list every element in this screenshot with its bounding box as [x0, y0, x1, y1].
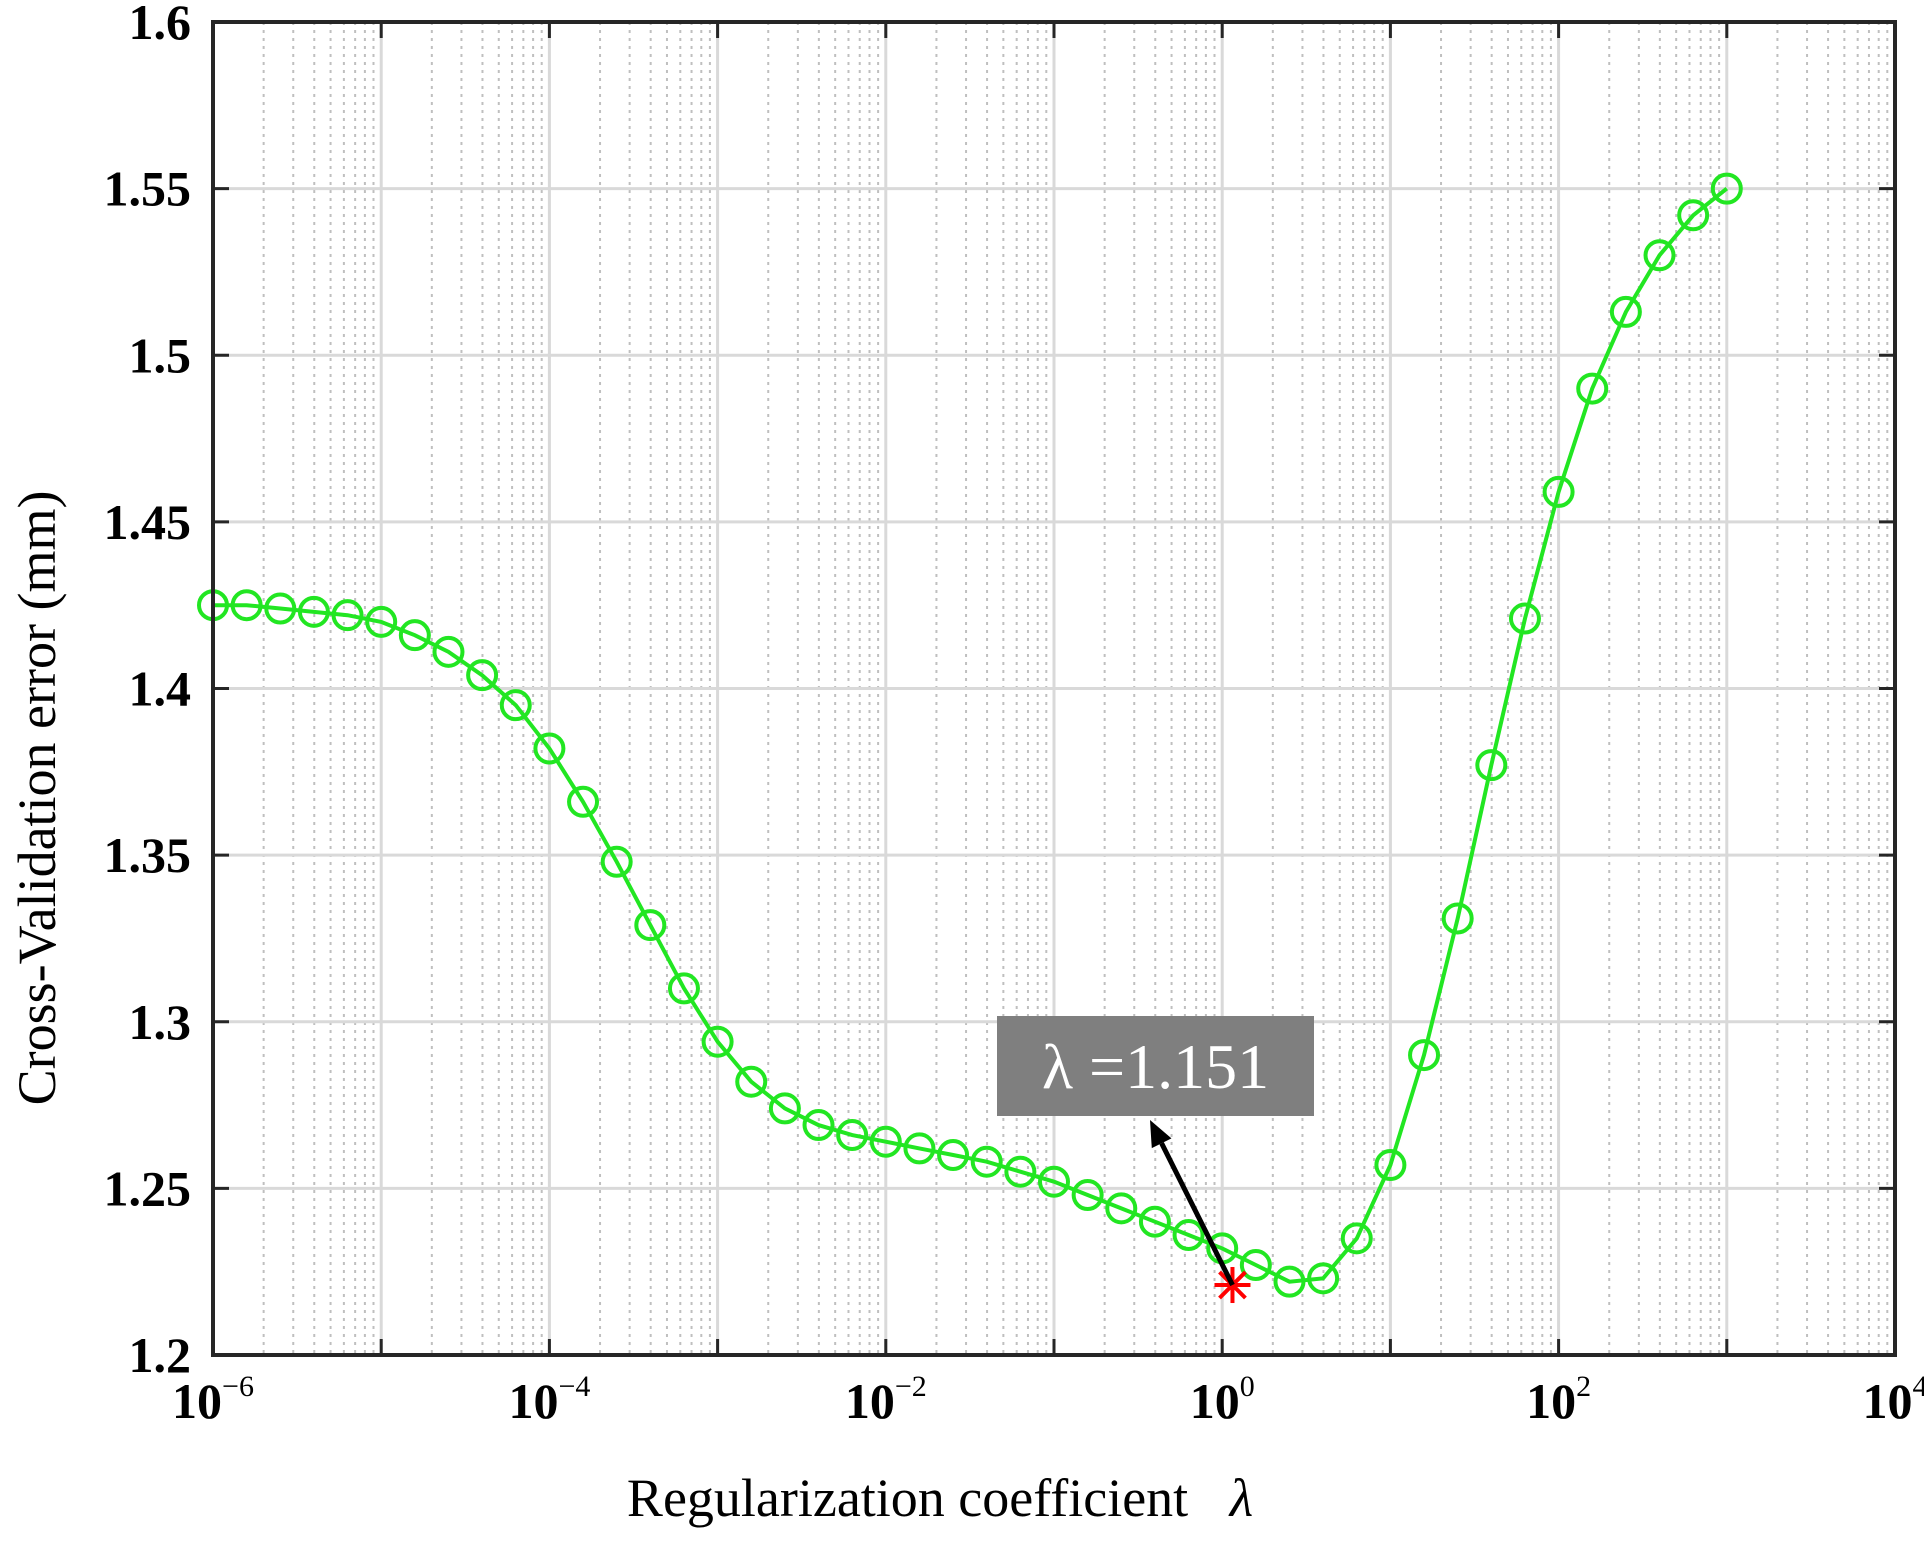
- data-point: [1710, 172, 1743, 205]
- data-point: [701, 1025, 734, 1058]
- y-tick-label: 1.3: [129, 994, 192, 1050]
- x-tick-label: 100: [1190, 1370, 1255, 1429]
- data-point: [365, 605, 398, 638]
- data-point: [1307, 1262, 1340, 1295]
- x-tick-labels: 10−6 10−4 10−2 100 102 104: [172, 1370, 1924, 1429]
- data-point: [264, 592, 297, 625]
- data-point: [1172, 1219, 1205, 1252]
- data-point: [634, 909, 667, 942]
- y-tick-label: 1.35: [104, 827, 192, 883]
- data-point: [667, 972, 700, 1005]
- data-point: [768, 1092, 801, 1125]
- annotation-arrow-shaft: [1159, 1142, 1235, 1287]
- data-point: [1475, 749, 1508, 782]
- data-point: [1004, 1155, 1037, 1188]
- data-point: [331, 599, 364, 632]
- data-point: [1374, 1149, 1407, 1182]
- data-point: [1508, 602, 1541, 635]
- data-point: [1038, 1165, 1070, 1198]
- data-point: [1340, 1222, 1373, 1255]
- y-tick-label: 1.55: [104, 161, 192, 217]
- y-tick-label: 1.2: [129, 1327, 192, 1383]
- data-point: [398, 619, 431, 652]
- series-line: [213, 187, 1729, 1284]
- data-point: [230, 589, 263, 622]
- series-layer: [197, 172, 1743, 1298]
- x-tick-label-base: 10: [1526, 1373, 1576, 1429]
- x-tick-label-base: 10: [1190, 1373, 1240, 1429]
- x-tick-label-base: 10: [172, 1373, 222, 1429]
- data-point: [432, 635, 465, 668]
- annotation-arrow-head: [1150, 1120, 1172, 1149]
- data-point: [1138, 1205, 1171, 1238]
- data-point: [1542, 475, 1575, 508]
- x-tick-label-exponent: 0: [1240, 1370, 1255, 1403]
- x-axis-label-text: Regularization coefficient: [627, 1468, 1188, 1528]
- data-point: [499, 689, 532, 722]
- y-tick-label: 1.5: [129, 327, 192, 383]
- y-tick-label: 1.45: [104, 494, 192, 550]
- annotation-box: [997, 1016, 1314, 1116]
- data-point: [802, 1109, 835, 1142]
- major-grid: [213, 22, 1895, 1355]
- data-point: [869, 1125, 902, 1158]
- data-point: [1609, 295, 1642, 328]
- data-point: [1576, 372, 1609, 405]
- x-tick-label: 102: [1526, 1370, 1591, 1429]
- x-tick-label-base: 10: [845, 1373, 895, 1429]
- data-point: [1643, 239, 1676, 272]
- optimum-marker-stroke: [1218, 1270, 1247, 1300]
- x-tick-label: 10−6: [172, 1370, 254, 1429]
- data-point: [600, 845, 633, 878]
- data-point: [466, 659, 499, 692]
- x-tick-label-exponent: −2: [895, 1370, 927, 1403]
- y-tick-labels: 1.2 1.25 1.3 1.35 1.4 1.45 1.5 1.55 1.6: [104, 0, 192, 1383]
- x-tick-label-exponent: 4: [1913, 1370, 1924, 1403]
- data-point: [1273, 1265, 1306, 1298]
- y-axis-label: Cross-Validation error (mm): [7, 491, 67, 1106]
- data-point: [567, 785, 600, 818]
- x-tick-label: 104: [1863, 1370, 1924, 1429]
- data-point: [1677, 199, 1710, 232]
- x-axis-label: Regularization coefficient λ: [627, 1468, 1253, 1528]
- x-tick-label: 10−4: [508, 1370, 590, 1429]
- data-point: [836, 1119, 869, 1152]
- data-point: [735, 1065, 768, 1098]
- x-tick-label: 10−2: [845, 1370, 927, 1429]
- x-axis-label-symbol: λ: [1228, 1468, 1253, 1528]
- data-point: [937, 1139, 970, 1172]
- data-point: [1408, 1039, 1441, 1072]
- annotation-text: λ =1.151: [1042, 1031, 1269, 1102]
- data-point: [297, 595, 330, 628]
- x-tick-label-exponent: −6: [222, 1370, 254, 1403]
- data-point: [1239, 1249, 1272, 1282]
- x-tick-label-base: 10: [1863, 1373, 1913, 1429]
- x-tick-label-base: 10: [508, 1373, 558, 1429]
- data-point: [970, 1145, 1003, 1178]
- y-tick-label: 1.4: [129, 661, 192, 717]
- data-point: [903, 1132, 936, 1165]
- y-tick-label: 1.6: [129, 0, 192, 50]
- annotation-layer: λ =1.151: [997, 1016, 1314, 1304]
- data-point: [1071, 1179, 1104, 1212]
- x-tick-label-exponent: −4: [558, 1370, 590, 1403]
- x-tick-label-exponent: 2: [1576, 1370, 1591, 1403]
- tick-marks: [211, 20, 1897, 1357]
- data-point: [1105, 1192, 1138, 1225]
- y-tick-label: 1.25: [104, 1160, 192, 1216]
- data-point: [533, 732, 566, 765]
- data-point: [1441, 902, 1474, 935]
